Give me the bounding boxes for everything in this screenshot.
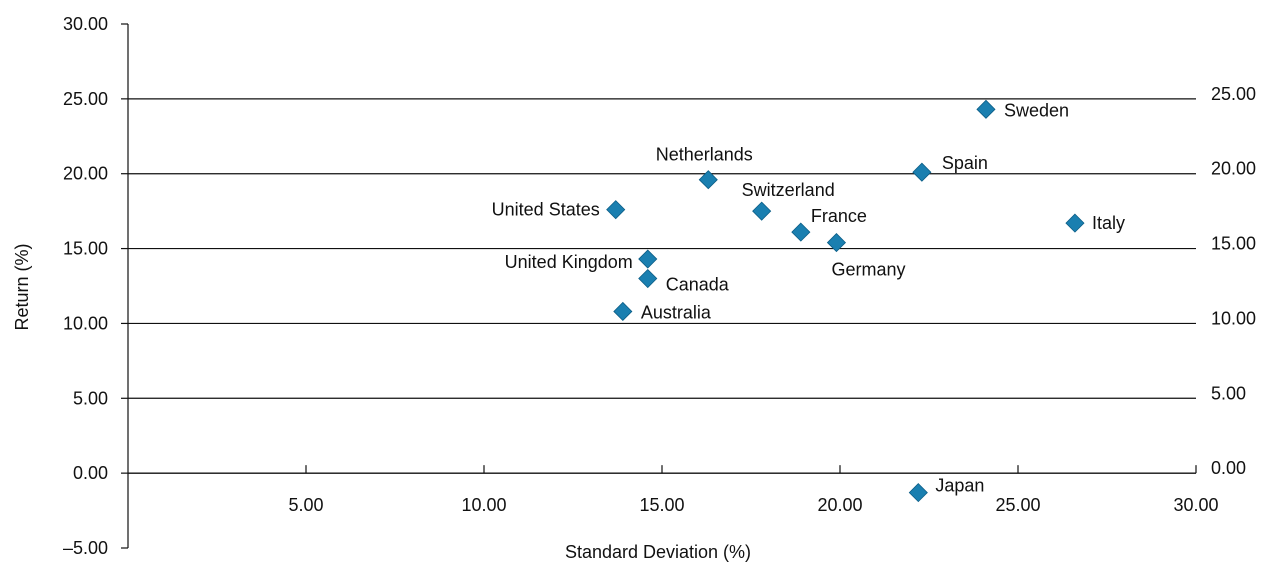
point-label-netherlands: Netherlands — [656, 145, 753, 165]
y-tick-label-right: 20.00 — [1211, 159, 1256, 179]
x-axis-label: Standard Deviation (%) — [565, 542, 751, 562]
point-label-japan: Japan — [935, 476, 984, 496]
x-tick-label: 5.00 — [288, 495, 323, 515]
point-marker-canada — [638, 268, 658, 289]
point-label-united-kingdom: United Kingdom — [505, 252, 633, 272]
point-label-spain: Spain — [942, 153, 988, 173]
point-label-australia: Australia — [641, 302, 712, 322]
x-tick-label: 20.00 — [817, 495, 862, 515]
point-label-sweden: Sweden — [1004, 100, 1069, 120]
y-tick-label-right: 5.00 — [1211, 383, 1246, 403]
point-label-canada: Canada — [666, 275, 730, 295]
point-marker-united-states — [606, 200, 626, 220]
y-axis-label: Return (%) — [12, 243, 32, 330]
point-label-germany: Germany — [831, 260, 905, 280]
y-tick-label-left: 30.00 — [63, 14, 108, 34]
point-label-france: France — [811, 206, 867, 226]
point-marker-united-kingdom — [638, 249, 658, 269]
point-label-switzerland: Switzerland — [742, 180, 835, 200]
y-tick-label-right: 25.00 — [1211, 84, 1256, 104]
point-marker-spain — [912, 162, 932, 182]
point-marker-australia — [613, 301, 633, 322]
point-marker-japan — [908, 483, 928, 503]
y-tick-label-left: 15.00 — [63, 239, 108, 259]
point-marker-sweden — [976, 99, 996, 119]
y-tick-label-right: 15.00 — [1211, 234, 1256, 254]
x-tick-label: 15.00 — [639, 495, 684, 515]
y-tick-label-left: 10.00 — [63, 313, 108, 333]
y-tick-label-left: –5.00 — [63, 538, 108, 558]
y-tick-label-left: 25.00 — [63, 89, 108, 109]
point-label-italy: Italy — [1092, 213, 1125, 233]
tick-labels: 30.00 25.00 20.00 15.00 10.00 5.00 0.00 –5.00 25… — [63, 14, 1256, 558]
x-tick-label: 10.00 — [461, 495, 506, 515]
x-tick-label: 25.00 — [995, 495, 1040, 515]
point-marker-switzerland — [752, 201, 772, 221]
data-points: Sweden Spain Netherlands Switzerland United … — [492, 99, 1125, 503]
point-marker-france — [791, 222, 811, 242]
y-tick-label-left: 5.00 — [73, 388, 108, 408]
y-tick-label-right: 0.00 — [1211, 458, 1246, 478]
x-tick-label: 30.00 — [1173, 495, 1218, 515]
y-tick-label-right: 10.00 — [1211, 308, 1256, 328]
point-label-united-states: United States — [492, 200, 600, 220]
point-marker-italy — [1065, 213, 1085, 233]
point-marker-netherlands — [698, 170, 718, 190]
y-tick-label-left: 20.00 — [63, 164, 108, 184]
point-marker-germany — [826, 233, 847, 253]
y-tick-label-left: 0.00 — [73, 463, 108, 483]
